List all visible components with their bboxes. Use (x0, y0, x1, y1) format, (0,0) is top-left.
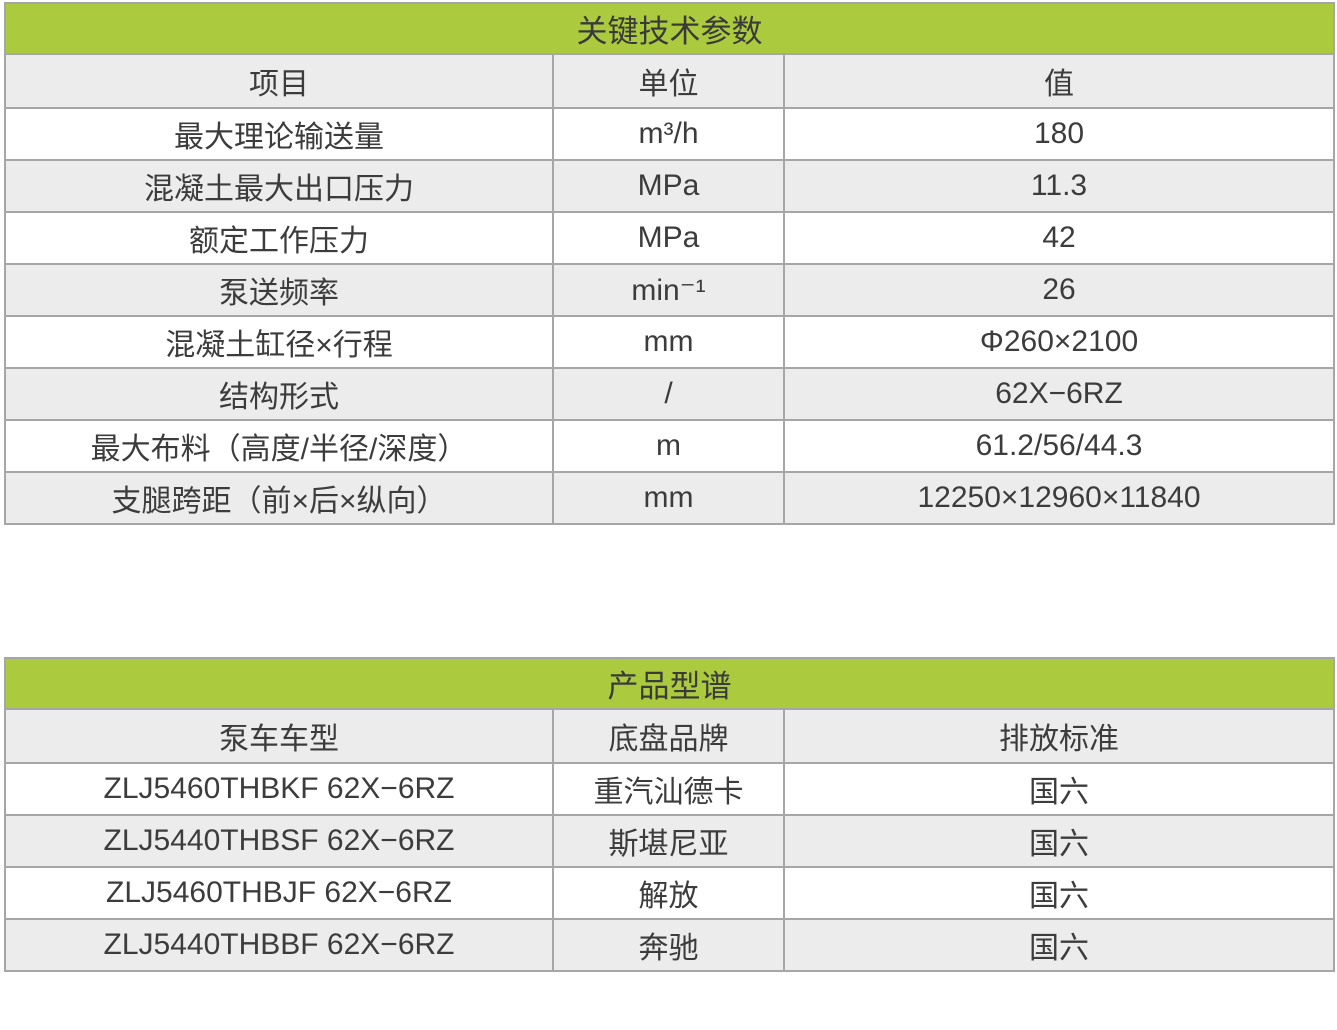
model-cell: ZLJ5460THBKF 62X−6RZ (4, 762, 554, 816)
spec-value-cell: 12250×12960×11840 (782, 471, 1336, 525)
model-cell: ZLJ5440THBSF 62X−6RZ (4, 814, 554, 868)
emission-cell: 国六 (783, 814, 1335, 868)
emission-cell: 国六 (783, 762, 1335, 816)
spec-item-cell: 额定工作压力 (4, 211, 554, 265)
column-header-unit: 单位 (552, 53, 785, 109)
table-header-row: 项目 单位 值 (4, 53, 1336, 109)
table-title: 关键技术参数 (3, 2, 1336, 55)
table-title: 产品型谱 (4, 657, 1335, 710)
spec-unit-cell: MPa (552, 159, 785, 213)
spec-item-cell: 最大布料（高度/半径/深度） (4, 419, 554, 473)
column-header-model: 泵车车型 (4, 708, 554, 764)
chassis-cell: 斯堪尼亚 (552, 814, 785, 868)
spec-item-cell: 支腿跨距（前×后×纵向） (4, 471, 554, 525)
spec-unit-cell: mm (552, 315, 785, 369)
product-spectrum-table: 产品型谱 泵车车型 底盘品牌 排放标准 ZLJ5460THBKF 62X−6RZ… (4, 657, 1335, 972)
spec-value-cell: 26 (782, 263, 1336, 317)
spec-item-cell: 混凝土最大出口压力 (4, 159, 554, 213)
spec-item-cell: 泵送频率 (4, 263, 554, 317)
spec-value-cell: 180 (782, 107, 1336, 161)
spec-value-cell: 62X−6RZ (782, 367, 1336, 421)
column-header-item: 项目 (4, 53, 554, 109)
table-row: ZLJ5440THBSF 62X−6RZ 斯堪尼亚 国六 (4, 814, 1335, 868)
model-cell: ZLJ5440THBBF 62X−6RZ (4, 918, 554, 972)
table-row: 泵送频率 min⁻¹ 26 (4, 263, 1336, 317)
model-cell: ZLJ5460THBJF 62X−6RZ (4, 866, 554, 920)
spec-value-cell: Φ260×2100 (782, 315, 1336, 369)
spec-unit-cell: m³/h (552, 107, 785, 161)
key-parameters-panel: 关键技术参数 项目 单位 值 最大理论输送量 m³/h 180 混凝土最大出口压… (3, 2, 1336, 525)
spec-unit-cell: mm (552, 471, 785, 525)
column-header-chassis: 底盘品牌 (552, 708, 785, 764)
table-row: 混凝土缸径×行程 mm Φ260×2100 (4, 315, 1336, 369)
chassis-cell: 奔驰 (552, 918, 785, 972)
table-row: ZLJ5460THBJF 62X−6RZ 解放 国六 (4, 866, 1335, 920)
table-title-row: 关键技术参数 (3, 2, 1336, 55)
table-row: 额定工作压力 MPa 42 (4, 211, 1336, 265)
spec-value-cell: 42 (782, 211, 1336, 265)
spec-item-cell: 结构形式 (4, 367, 554, 421)
table-row: 混凝土最大出口压力 MPa 11.3 (4, 159, 1336, 213)
spec-value-cell: 61.2/56/44.3 (782, 419, 1336, 473)
table-row: ZLJ5460THBKF 62X−6RZ 重汽汕德卡 国六 (4, 762, 1335, 816)
table-row: 结构形式 / 62X−6RZ (4, 367, 1336, 421)
spec-value-cell: 11.3 (782, 159, 1336, 213)
table-row: 最大布料（高度/半径/深度） m 61.2/56/44.3 (4, 419, 1336, 473)
spec-unit-cell: MPa (552, 211, 785, 265)
spec-unit-cell: min⁻¹ (552, 263, 785, 317)
table-row: ZLJ5440THBBF 62X−6RZ 奔驰 国六 (4, 918, 1335, 972)
column-header-value: 值 (782, 53, 1336, 109)
key-parameters-table: 关键技术参数 项目 单位 值 最大理论输送量 m³/h 180 混凝土最大出口压… (3, 2, 1336, 525)
product-spectrum-panel: 产品型谱 泵车车型 底盘品牌 排放标准 ZLJ5460THBKF 62X−6RZ… (4, 657, 1335, 972)
emission-cell: 国六 (783, 918, 1335, 972)
table-row: 支腿跨距（前×后×纵向） mm 12250×12960×11840 (4, 471, 1336, 525)
table-header-row: 泵车车型 底盘品牌 排放标准 (4, 708, 1335, 764)
chassis-cell: 重汽汕德卡 (552, 762, 785, 816)
spec-item-cell: 最大理论输送量 (4, 107, 554, 161)
emission-cell: 国六 (783, 866, 1335, 920)
spec-item-cell: 混凝土缸径×行程 (4, 315, 554, 369)
spec-unit-cell: / (552, 367, 785, 421)
table-title-row: 产品型谱 (4, 657, 1335, 710)
spec-unit-cell: m (552, 419, 785, 473)
chassis-cell: 解放 (552, 866, 785, 920)
column-header-emission: 排放标准 (783, 708, 1335, 764)
table-row: 最大理论输送量 m³/h 180 (4, 107, 1336, 161)
